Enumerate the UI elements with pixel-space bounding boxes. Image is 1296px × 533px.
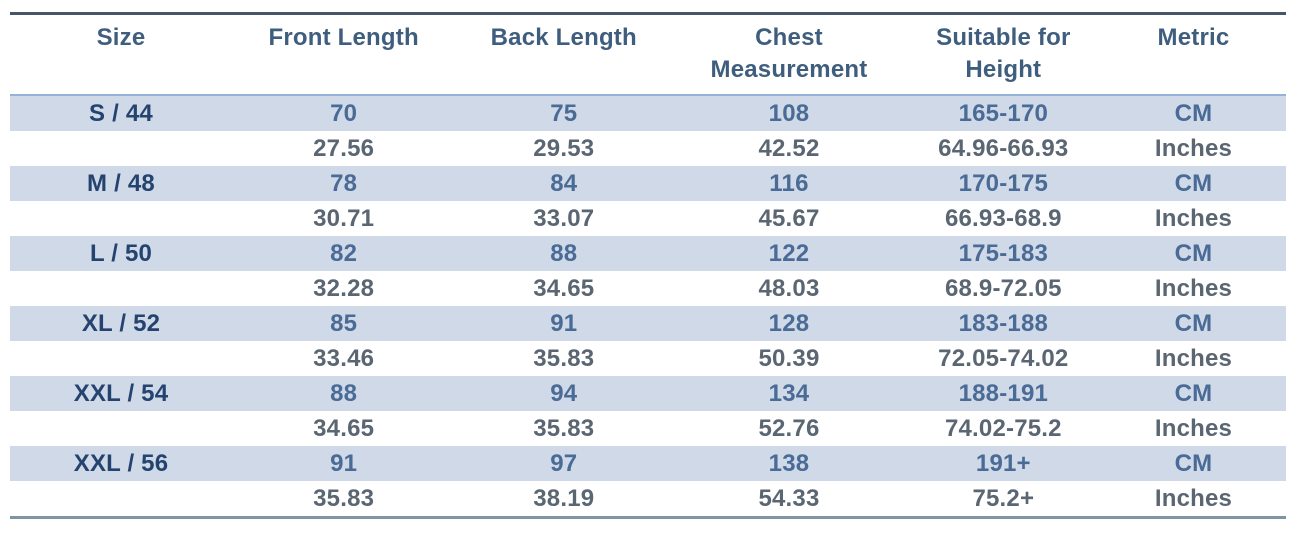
cell-chest: 122 <box>672 236 906 271</box>
cell-metric: CM <box>1100 376 1286 411</box>
cell-back-length: 29.53 <box>455 131 673 166</box>
cell-front-length: 34.65 <box>232 411 456 446</box>
cell-size: XXL / 56 <box>10 446 233 481</box>
header-back-length: Back Length <box>455 13 673 96</box>
cell-height: 66.93-68.9 <box>905 201 1101 236</box>
cell-front-length: 88 <box>232 376 456 411</box>
cell-metric: Inches <box>1100 131 1286 166</box>
cell-height: 191+ <box>905 446 1101 481</box>
cell-back-length: 75 <box>455 95 673 131</box>
cell-metric: Inches <box>1100 411 1286 446</box>
table-row: XL / 52 85 91 128 183-188 CM <box>10 306 1286 341</box>
header-chest-measurement: Chest Measurement <box>672 13 906 96</box>
cell-front-length: 85 <box>232 306 456 341</box>
cell-metric: Inches <box>1100 481 1286 518</box>
cell-front-length: 82 <box>232 236 456 271</box>
cell-metric: Inches <box>1100 201 1286 236</box>
cell-metric: CM <box>1100 95 1286 131</box>
header-row: Size Front Length Back Length Chest Meas… <box>10 13 1286 96</box>
cell-height: 170-175 <box>905 166 1101 201</box>
table-row: 30.71 33.07 45.67 66.93-68.9 Inches <box>10 201 1286 236</box>
table-row: L / 50 82 88 122 175-183 CM <box>10 236 1286 271</box>
table-body: S / 44 70 75 108 165-170 CM 27.56 29.53 … <box>10 95 1286 518</box>
cell-chest: 45.67 <box>672 201 906 236</box>
table-row: 32.28 34.65 48.03 68.9-72.05 Inches <box>10 271 1286 306</box>
cell-chest: 128 <box>672 306 906 341</box>
cell-chest: 48.03 <box>672 271 906 306</box>
cell-back-length: 84 <box>455 166 673 201</box>
table-header: Size Front Length Back Length Chest Meas… <box>10 13 1286 96</box>
cell-back-length: 38.19 <box>455 481 673 518</box>
cell-height: 183-188 <box>905 306 1101 341</box>
cell-size <box>10 481 233 518</box>
header-size: Size <box>10 13 233 96</box>
cell-height: 68.9-72.05 <box>905 271 1101 306</box>
cell-back-length: 33.07 <box>455 201 673 236</box>
cell-chest: 116 <box>672 166 906 201</box>
cell-metric: CM <box>1100 446 1286 481</box>
size-chart-table: Size Front Length Back Length Chest Meas… <box>10 12 1286 519</box>
cell-size <box>10 271 233 306</box>
cell-height: 64.96-66.93 <box>905 131 1101 166</box>
cell-size: M / 48 <box>10 166 233 201</box>
cell-size: XL / 52 <box>10 306 233 341</box>
cell-height: 74.02-75.2 <box>905 411 1101 446</box>
cell-front-length: 33.46 <box>232 341 456 376</box>
cell-chest: 52.76 <box>672 411 906 446</box>
header-metric: Metric <box>1100 13 1286 96</box>
cell-metric: CM <box>1100 166 1286 201</box>
cell-height: 188-191 <box>905 376 1101 411</box>
cell-chest: 138 <box>672 446 906 481</box>
cell-back-length: 34.65 <box>455 271 673 306</box>
cell-front-length: 32.28 <box>232 271 456 306</box>
cell-height: 75.2+ <box>905 481 1101 518</box>
table-row: 33.46 35.83 50.39 72.05-74.02 Inches <box>10 341 1286 376</box>
cell-chest: 108 <box>672 95 906 131</box>
cell-height: 72.05-74.02 <box>905 341 1101 376</box>
cell-front-length: 27.56 <box>232 131 456 166</box>
cell-back-length: 97 <box>455 446 673 481</box>
size-chart: Size Front Length Back Length Chest Meas… <box>10 12 1286 519</box>
cell-back-length: 35.83 <box>455 411 673 446</box>
cell-size <box>10 411 233 446</box>
cell-size: S / 44 <box>10 95 233 131</box>
table-row: 34.65 35.83 52.76 74.02-75.2 Inches <box>10 411 1286 446</box>
table-row: 27.56 29.53 42.52 64.96-66.93 Inches <box>10 131 1286 166</box>
cell-back-length: 91 <box>455 306 673 341</box>
cell-front-length: 30.71 <box>232 201 456 236</box>
cell-chest: 42.52 <box>672 131 906 166</box>
header-suitable-for-height: Suitable for Height <box>905 13 1101 96</box>
cell-chest: 50.39 <box>672 341 906 376</box>
cell-metric: CM <box>1100 236 1286 271</box>
cell-front-length: 78 <box>232 166 456 201</box>
cell-height: 175-183 <box>905 236 1101 271</box>
cell-front-length: 91 <box>232 446 456 481</box>
cell-size: L / 50 <box>10 236 233 271</box>
cell-back-length: 35.83 <box>455 341 673 376</box>
cell-height: 165-170 <box>905 95 1101 131</box>
cell-size: XXL / 54 <box>10 376 233 411</box>
cell-size <box>10 201 233 236</box>
cell-size <box>10 341 233 376</box>
cell-front-length: 35.83 <box>232 481 456 518</box>
cell-chest: 54.33 <box>672 481 906 518</box>
cell-metric: CM <box>1100 306 1286 341</box>
cell-metric: Inches <box>1100 271 1286 306</box>
cell-front-length: 70 <box>232 95 456 131</box>
table-row: 35.83 38.19 54.33 75.2+ Inches <box>10 481 1286 518</box>
table-row: M / 48 78 84 116 170-175 CM <box>10 166 1286 201</box>
cell-size <box>10 131 233 166</box>
cell-metric: Inches <box>1100 341 1286 376</box>
table-row: XXL / 54 88 94 134 188-191 CM <box>10 376 1286 411</box>
header-front-length: Front Length <box>232 13 456 96</box>
cell-back-length: 88 <box>455 236 673 271</box>
cell-back-length: 94 <box>455 376 673 411</box>
table-row: XXL / 56 91 97 138 191+ CM <box>10 446 1286 481</box>
cell-chest: 134 <box>672 376 906 411</box>
table-row: S / 44 70 75 108 165-170 CM <box>10 95 1286 131</box>
